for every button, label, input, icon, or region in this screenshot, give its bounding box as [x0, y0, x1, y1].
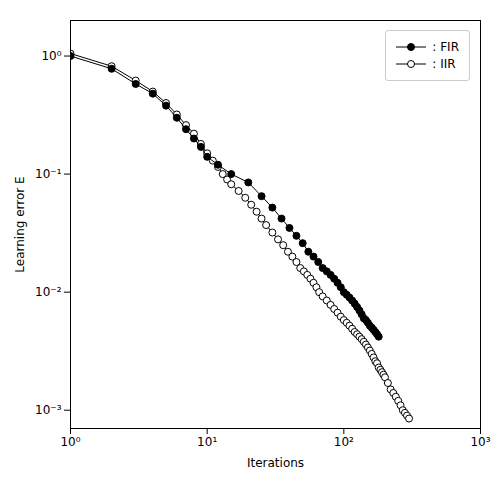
svg-text:10⁰: 10⁰: [41, 49, 61, 63]
svg-text:10³: 10³: [470, 435, 490, 449]
svg-text:10¹: 10¹: [197, 435, 217, 449]
svg-text:10⁻³: 10⁻³: [35, 403, 62, 417]
svg-text:10⁰: 10⁰: [60, 435, 80, 449]
html-text:: IIR: : IIR: [432, 57, 456, 71]
svg-text:10⁻¹: 10⁻¹: [35, 167, 62, 181]
svg-text:Learning error E: Learning error E: [13, 176, 27, 272]
svg-text:10⁻²: 10⁻²: [35, 285, 62, 299]
svg-text:Iterations: Iterations: [247, 456, 304, 470]
html-text:: FIR: : FIR: [432, 40, 459, 54]
svg-text:10²: 10²: [334, 435, 354, 449]
